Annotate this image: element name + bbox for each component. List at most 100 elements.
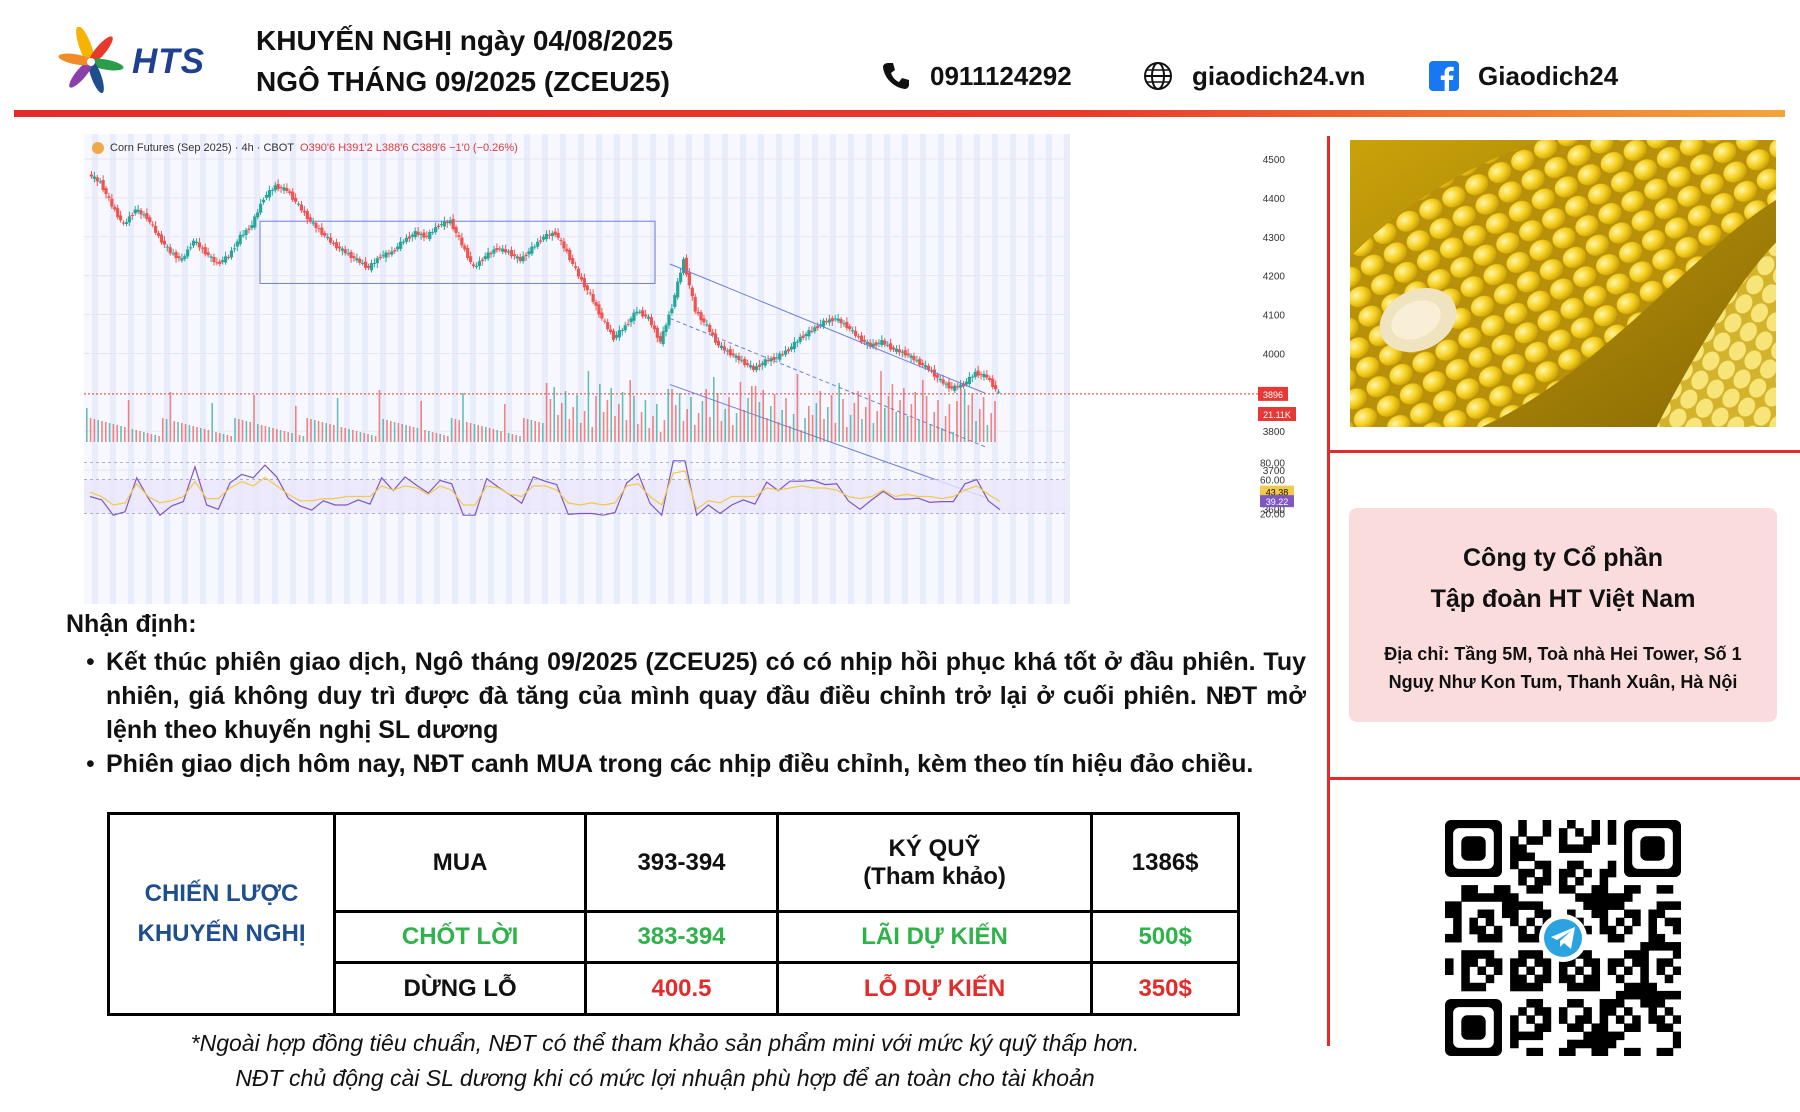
telegram-plane-icon (1551, 927, 1575, 949)
qr-module (1599, 917, 1609, 927)
volume-bar (184, 424, 187, 442)
volume-bar (796, 374, 799, 442)
company-card: Công ty Cổ phần Tập đoàn HT Việt Nam Địa… (1349, 508, 1777, 722)
qr-module (1607, 836, 1617, 845)
qr-module (1607, 933, 1617, 943)
volume-bar (572, 407, 574, 442)
volume-bar (781, 410, 783, 442)
volume-bar (944, 416, 947, 442)
qr-module (1461, 966, 1470, 976)
qr-module (1534, 909, 1544, 919)
qr-module (1485, 950, 1495, 959)
candle (183, 256, 187, 259)
qr-module (1648, 982, 1657, 992)
candle (156, 233, 161, 236)
logo-text: HTS (132, 42, 205, 81)
candle (684, 257, 689, 275)
candle (696, 311, 700, 314)
qr-module (1607, 893, 1617, 902)
volume-bar (557, 415, 559, 442)
volume-bar (952, 432, 954, 442)
qr-module (1583, 1007, 1592, 1016)
volume-bar (386, 420, 388, 442)
qr-module (1599, 901, 1609, 910)
qr-module (1615, 933, 1625, 943)
qr-module (1567, 982, 1576, 992)
panel-divider (1327, 777, 1800, 780)
candle (436, 225, 441, 227)
y-tick-label: 4100 (1263, 311, 1286, 322)
volume-bar (903, 388, 905, 442)
volume-bar (89, 418, 92, 442)
volume-bar (637, 424, 639, 442)
take-profit-range: 383-394 (584, 909, 779, 965)
volume-bar (215, 432, 217, 442)
volume-bar (811, 415, 814, 442)
candle (317, 228, 321, 230)
facebook-contact[interactable]: Giaodich24 (1428, 60, 1618, 92)
qr-module (1607, 925, 1617, 935)
session-band (110, 134, 116, 604)
candle (454, 227, 458, 233)
qr-module (1526, 950, 1535, 959)
volume-bar (884, 408, 886, 442)
volume-bar (443, 435, 445, 442)
session-band (470, 134, 476, 604)
candle (428, 231, 432, 240)
candle (390, 251, 394, 255)
candle (854, 330, 858, 336)
qr-module (1575, 876, 1584, 886)
candle (355, 258, 359, 261)
strategy-label-line: CHIẾN LƯỢC (144, 880, 299, 907)
volume-bar (105, 422, 107, 442)
candle (442, 221, 446, 227)
qr-module (1534, 860, 1544, 870)
qr-module (1632, 885, 1641, 894)
candle (422, 232, 426, 238)
qr-module (1477, 893, 1487, 902)
volume-bar (773, 394, 776, 442)
candle (515, 256, 519, 259)
candle (889, 343, 893, 350)
phone-icon (883, 63, 909, 89)
qr-module (1510, 1015, 1519, 1024)
phone-contact[interactable]: 0911124292 (880, 60, 1072, 92)
telegram-qr-code[interactable] (1445, 820, 1682, 1057)
candle (679, 272, 683, 283)
qr-module (1510, 893, 1519, 902)
candle (197, 242, 201, 248)
candle (617, 330, 621, 338)
candle (413, 231, 417, 238)
candle (165, 246, 169, 248)
qr-module (1583, 1031, 1592, 1041)
volume-bar (861, 419, 863, 442)
qr-module (1607, 966, 1617, 976)
candle (113, 206, 117, 210)
session-band (1046, 134, 1052, 604)
qr-module (1624, 950, 1633, 959)
qr-module (1624, 925, 1633, 935)
volume-bar (264, 426, 267, 442)
candle (489, 253, 493, 255)
qr-module (1518, 820, 1527, 829)
qr-module (1493, 893, 1503, 902)
session-band (146, 134, 152, 604)
volume-bar (948, 404, 951, 442)
candle (107, 196, 111, 198)
candle (541, 236, 546, 240)
candle (177, 256, 181, 259)
candle (331, 242, 336, 244)
qr-module (1526, 852, 1535, 862)
qr-module (1591, 836, 1601, 845)
volume-bar (371, 435, 373, 442)
qr-module (1672, 966, 1682, 976)
volume-bar (181, 423, 183, 442)
website-contact[interactable]: giaodich24.vn (1142, 60, 1365, 92)
volume-bar (591, 427, 593, 442)
volume-bar (439, 434, 441, 442)
candle (463, 245, 467, 250)
volume-bar (823, 419, 825, 442)
volume-bar (659, 432, 662, 442)
candle (807, 330, 811, 337)
qr-module (1567, 999, 1576, 1008)
